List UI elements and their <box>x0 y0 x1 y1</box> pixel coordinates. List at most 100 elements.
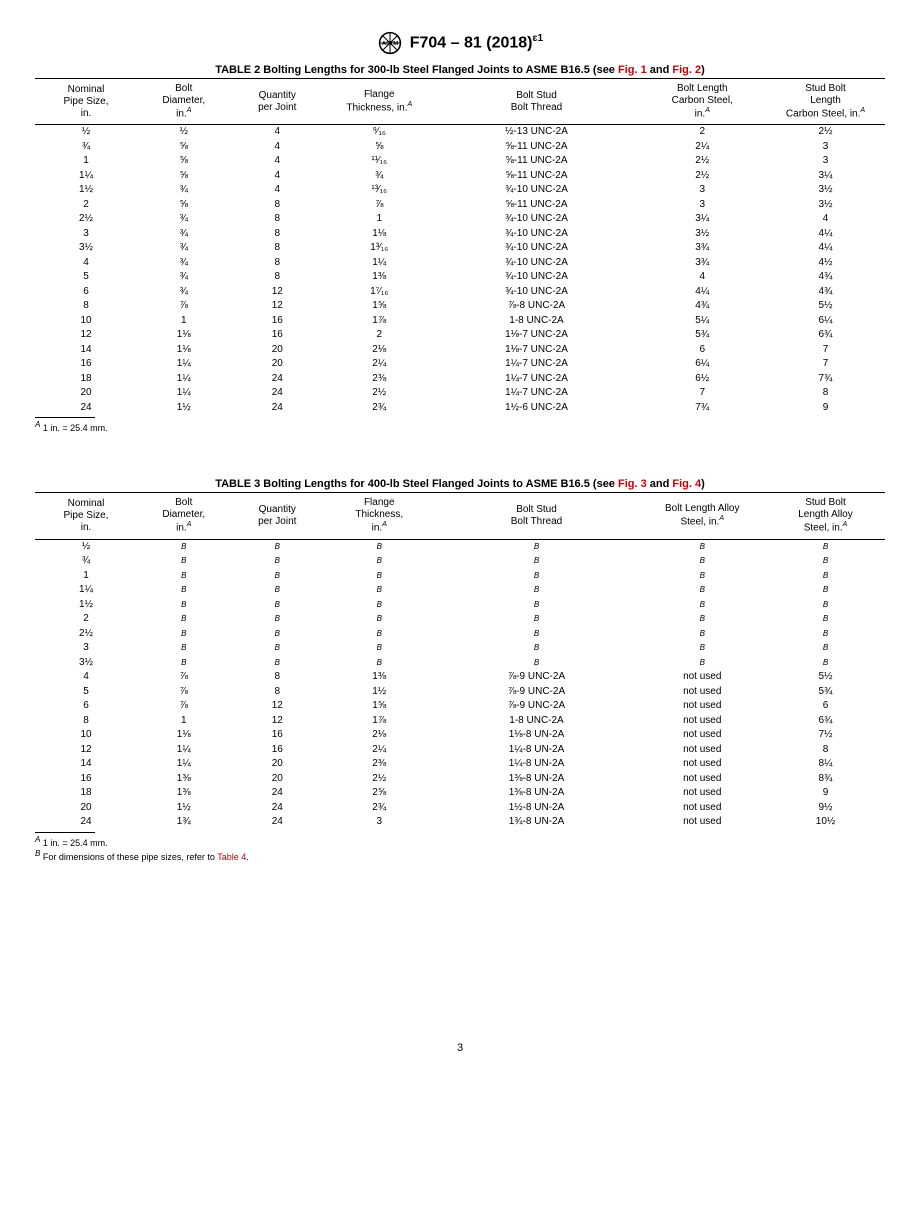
table-cell: not used <box>639 670 767 685</box>
table-cell: 8 <box>766 743 885 758</box>
table-cell: ¾-10 UNC-2A <box>435 241 639 256</box>
table-cell: 1⅞ <box>324 314 435 329</box>
table-row: 201¼242½1¼-7 UNC-2A78 <box>35 386 885 401</box>
table-cell: 3¾ <box>639 256 767 271</box>
table-row: 4⅞81⅜⅞-9 UNC-2Anot used5½ <box>35 670 885 685</box>
table-cell: B <box>766 598 885 613</box>
table-cell: B <box>639 598 767 613</box>
table-cell: 1¼-8 UN-2A <box>435 757 639 772</box>
table-cell: not used <box>639 815 767 830</box>
table-cell: 10½ <box>766 815 885 830</box>
table-cell: 3 <box>766 140 885 155</box>
table-cell: 16 <box>35 772 137 787</box>
table-cell: ¾-10 UNC-2A <box>435 270 639 285</box>
table-cell: ¾-10 UNC-2A <box>435 212 639 227</box>
table-cell: 7½ <box>766 728 885 743</box>
fig2-link[interactable]: Fig. 2 <box>672 64 701 76</box>
table-cell: 2 <box>639 125 767 140</box>
table-cell: ½ <box>35 125 137 140</box>
table-cell: 2½ <box>35 627 137 642</box>
table-cell: 3 <box>35 227 137 242</box>
table-cell: 3 <box>766 154 885 169</box>
table-cell: 2½ <box>766 125 885 140</box>
table-cell: 2⅜ <box>324 372 435 387</box>
table-cell: 4½ <box>766 256 885 271</box>
document-id: F704 – 81 (2018)ɛ1 <box>410 33 543 52</box>
table-cell: B <box>639 627 767 642</box>
table-row: 3BBBBBB <box>35 641 885 656</box>
fig1-link[interactable]: Fig. 1 <box>618 64 647 76</box>
table-cell: B <box>766 539 885 554</box>
table-cell: 3½ <box>35 241 137 256</box>
table-cell: 8 <box>231 212 325 227</box>
table-row: 1½BBBBBB <box>35 598 885 613</box>
table-cell: 2⅛ <box>324 728 435 743</box>
fig4-link[interactable]: Fig. 4 <box>672 478 701 490</box>
table-cell: 1⅛-7 UNC-2A <box>435 343 639 358</box>
table-cell: 4 <box>35 670 137 685</box>
table2: Nominal Pipe Size, in. BoltDiameter,in.A… <box>35 78 885 415</box>
table-row: 161⅜202½1⅜-8 UN-2Anot used8¾ <box>35 772 885 787</box>
table-cell: ¾ <box>35 554 137 569</box>
table-cell: B <box>324 539 435 554</box>
table-row: 1⅝4¹¹⁄₁₆⅝-11 UNC-2A2½3 <box>35 154 885 169</box>
table-cell: 12 <box>231 714 325 729</box>
table-row: 2½BBBBBB <box>35 627 885 642</box>
table-cell: 7¾ <box>766 372 885 387</box>
table-cell: 2 <box>35 198 137 213</box>
table-cell: 1⅝ <box>324 699 435 714</box>
table-row: 1¼⅝4¾⅝-11 UNC-2A2½3¼ <box>35 169 885 184</box>
table-cell: ⅞-8 UNC-2A <box>435 299 639 314</box>
table-cell: B <box>324 569 435 584</box>
table-cell: B <box>435 554 639 569</box>
table-cell: 3½ <box>766 198 885 213</box>
table-cell: ¹³⁄₁₆ <box>324 183 435 198</box>
table-cell: 2¾ <box>324 401 435 416</box>
table-cell: ⁹⁄₁₆ <box>324 125 435 140</box>
table-cell: 2½ <box>324 386 435 401</box>
table-cell: B <box>766 583 885 598</box>
table3-title: TABLE 3 Bolting Lengths for 400-lb Steel… <box>35 478 885 490</box>
table-cell: ¾ <box>137 183 231 198</box>
fig3-link[interactable]: Fig. 3 <box>618 478 647 490</box>
table-cell: 6 <box>35 285 137 300</box>
table-cell: ⅝ <box>137 169 231 184</box>
table-cell: 1-8 UNC-2A <box>435 714 639 729</box>
table-row: 1½¾4¹³⁄₁₆¾-10 UNC-2A33½ <box>35 183 885 198</box>
table-cell: B <box>639 656 767 671</box>
table-row: ½½4⁹⁄₁₆½-13 UNC-2A22½ <box>35 125 885 140</box>
table-cell: 6 <box>35 699 137 714</box>
table-cell: 3½ <box>766 183 885 198</box>
table-cell: 20 <box>231 757 325 772</box>
table-cell: ½ <box>137 125 231 140</box>
table-cell: 1½ <box>35 598 137 613</box>
table-cell: not used <box>639 801 767 816</box>
table-cell: 8 <box>231 670 325 685</box>
table3-h4: FlangeThickness,in.A <box>324 493 435 539</box>
table-cell: B <box>137 539 231 554</box>
table-cell: not used <box>639 728 767 743</box>
table-cell: B <box>231 539 325 554</box>
table-cell: B <box>766 554 885 569</box>
table-cell: B <box>137 656 231 671</box>
table-cell: 1¼-8 UN-2A <box>435 743 639 758</box>
table-cell: 1¼ <box>35 583 137 598</box>
table-cell: ¾-10 UNC-2A <box>435 183 639 198</box>
table-cell: B <box>137 598 231 613</box>
table-row: 5⅞81½⅞-9 UNC-2Anot used5¾ <box>35 685 885 700</box>
table4-link[interactable]: Table 4 <box>217 852 246 862</box>
table-cell: 8 <box>231 198 325 213</box>
table-row: 161¼202¼1¼-7 UNC-2A6¼7 <box>35 357 885 372</box>
table-row: 201½242¾1½-8 UN-2Anot used9½ <box>35 801 885 816</box>
table2-h4: FlangeThickness, in.A <box>324 79 435 125</box>
table-cell: ¾-10 UNC-2A <box>435 256 639 271</box>
table-cell: ⅝-11 UNC-2A <box>435 169 639 184</box>
table-cell: B <box>435 641 639 656</box>
table-row: 6⅞121⅝⅞-9 UNC-2Anot used6 <box>35 699 885 714</box>
table-cell: 1¼ <box>137 743 231 758</box>
table-cell: B <box>231 598 325 613</box>
table-cell: 7 <box>766 343 885 358</box>
table-cell: ¾ <box>137 227 231 242</box>
table-cell: ¾ <box>35 140 137 155</box>
table-cell: B <box>324 612 435 627</box>
